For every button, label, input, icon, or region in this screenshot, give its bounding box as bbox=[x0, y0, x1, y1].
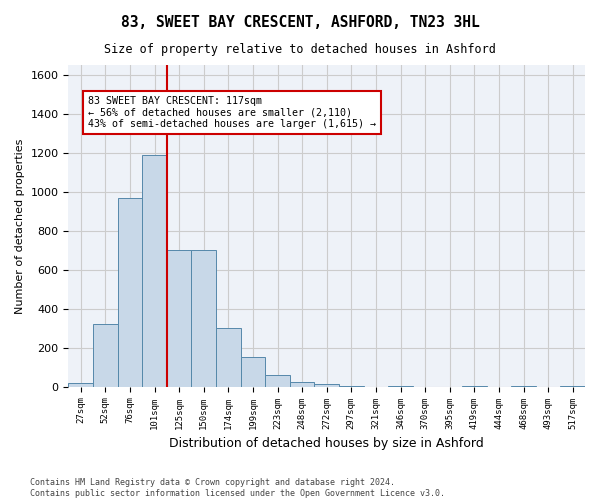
Text: Contains HM Land Registry data © Crown copyright and database right 2024.
Contai: Contains HM Land Registry data © Crown c… bbox=[30, 478, 445, 498]
Bar bbox=[265, 375, 290, 386]
Bar bbox=[167, 250, 191, 386]
Bar bbox=[290, 382, 314, 386]
Text: 83, SWEET BAY CRESCENT, ASHFORD, TN23 3HL: 83, SWEET BAY CRESCENT, ASHFORD, TN23 3H… bbox=[121, 15, 479, 30]
Bar bbox=[241, 358, 265, 386]
Text: Size of property relative to detached houses in Ashford: Size of property relative to detached ho… bbox=[104, 42, 496, 56]
Bar bbox=[216, 328, 241, 386]
Bar bbox=[142, 154, 167, 386]
Bar bbox=[93, 324, 118, 386]
Text: 83 SWEET BAY CRESCENT: 117sqm
← 56% of detached houses are smaller (2,110)
43% o: 83 SWEET BAY CRESCENT: 117sqm ← 56% of d… bbox=[88, 96, 376, 130]
Bar bbox=[191, 250, 216, 386]
Bar bbox=[314, 384, 339, 386]
Bar bbox=[118, 198, 142, 386]
Y-axis label: Number of detached properties: Number of detached properties bbox=[15, 138, 25, 314]
Bar bbox=[68, 383, 93, 386]
X-axis label: Distribution of detached houses by size in Ashford: Distribution of detached houses by size … bbox=[169, 437, 484, 450]
